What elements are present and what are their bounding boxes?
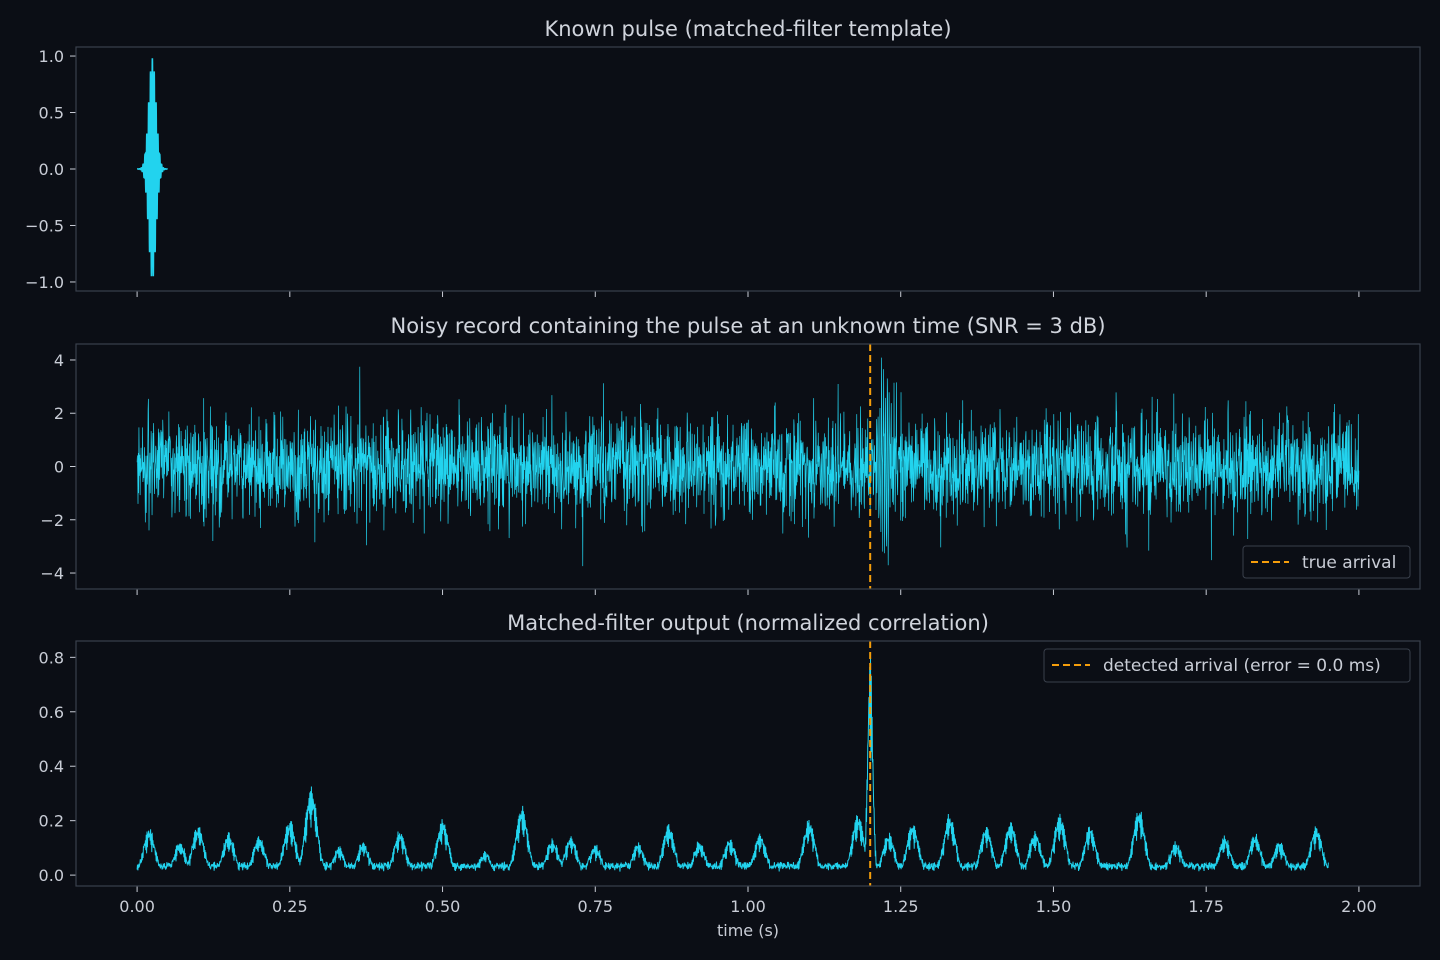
y-tick-label: 0 xyxy=(54,458,64,477)
panel-noisy-record: Noisy record containing the pulse at an … xyxy=(40,314,1420,595)
y-tick-label: −1.0 xyxy=(25,273,64,292)
y-tick-label: 0.4 xyxy=(39,757,64,776)
y-tick-label: 4 xyxy=(54,351,64,370)
y-tick-label: 0.6 xyxy=(39,703,64,722)
y-tick-label: 0.2 xyxy=(39,812,64,831)
y-tick-label: 0.0 xyxy=(39,160,64,179)
y-tick-label: −4 xyxy=(40,564,64,583)
legend-label: true arrival xyxy=(1302,553,1396,573)
x-tick-label: 0.25 xyxy=(272,897,308,916)
noisy-record-line xyxy=(137,358,1359,567)
y-tick-label: −2 xyxy=(40,511,64,530)
panel-matched-filter: Matched-filter output (normalized correl… xyxy=(39,611,1420,916)
panel-3-title: Matched-filter output (normalized correl… xyxy=(507,611,989,635)
x-tick-label: 1.25 xyxy=(883,897,919,916)
x-tick-label: 0.50 xyxy=(425,897,461,916)
legend-detected-arrival: detected arrival (error = 0.0 ms) xyxy=(1044,649,1410,682)
x-tick-label: 0.75 xyxy=(577,897,613,916)
y-tick-label: 0.8 xyxy=(39,648,64,667)
y-tick-label: 0.5 xyxy=(39,104,64,123)
x-tick-label: 1.00 xyxy=(730,897,766,916)
x-tick-label: 2.00 xyxy=(1341,897,1377,916)
y-tick-label: −0.5 xyxy=(25,216,64,235)
panel-1-title: Known pulse (matched-filter template) xyxy=(544,17,951,41)
x-tick-label: 0.00 xyxy=(119,897,155,916)
panel-2-title: Noisy record containing the pulse at an … xyxy=(390,314,1105,338)
pulse-waveform-line xyxy=(137,58,168,276)
x-axis-label: time (s) xyxy=(717,921,779,940)
x-tick-label: 1.75 xyxy=(1188,897,1224,916)
legend-label: detected arrival (error = 0.0 ms) xyxy=(1103,656,1381,676)
y-tick-label: 0.0 xyxy=(39,866,64,885)
y-tick-label: 1.0 xyxy=(39,47,64,66)
panel-pulse: Known pulse (matched-filter template) 1.… xyxy=(25,17,1420,297)
y-tick-label: 2 xyxy=(54,404,64,423)
correlation-line xyxy=(137,658,1328,872)
legend-true-arrival: true arrival xyxy=(1243,546,1410,578)
x-tick-label: 1.50 xyxy=(1036,897,1072,916)
panel-1-frame xyxy=(76,47,1420,291)
